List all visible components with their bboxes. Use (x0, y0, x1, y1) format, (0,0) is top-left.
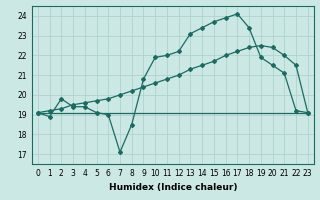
X-axis label: Humidex (Indice chaleur): Humidex (Indice chaleur) (108, 183, 237, 192)
